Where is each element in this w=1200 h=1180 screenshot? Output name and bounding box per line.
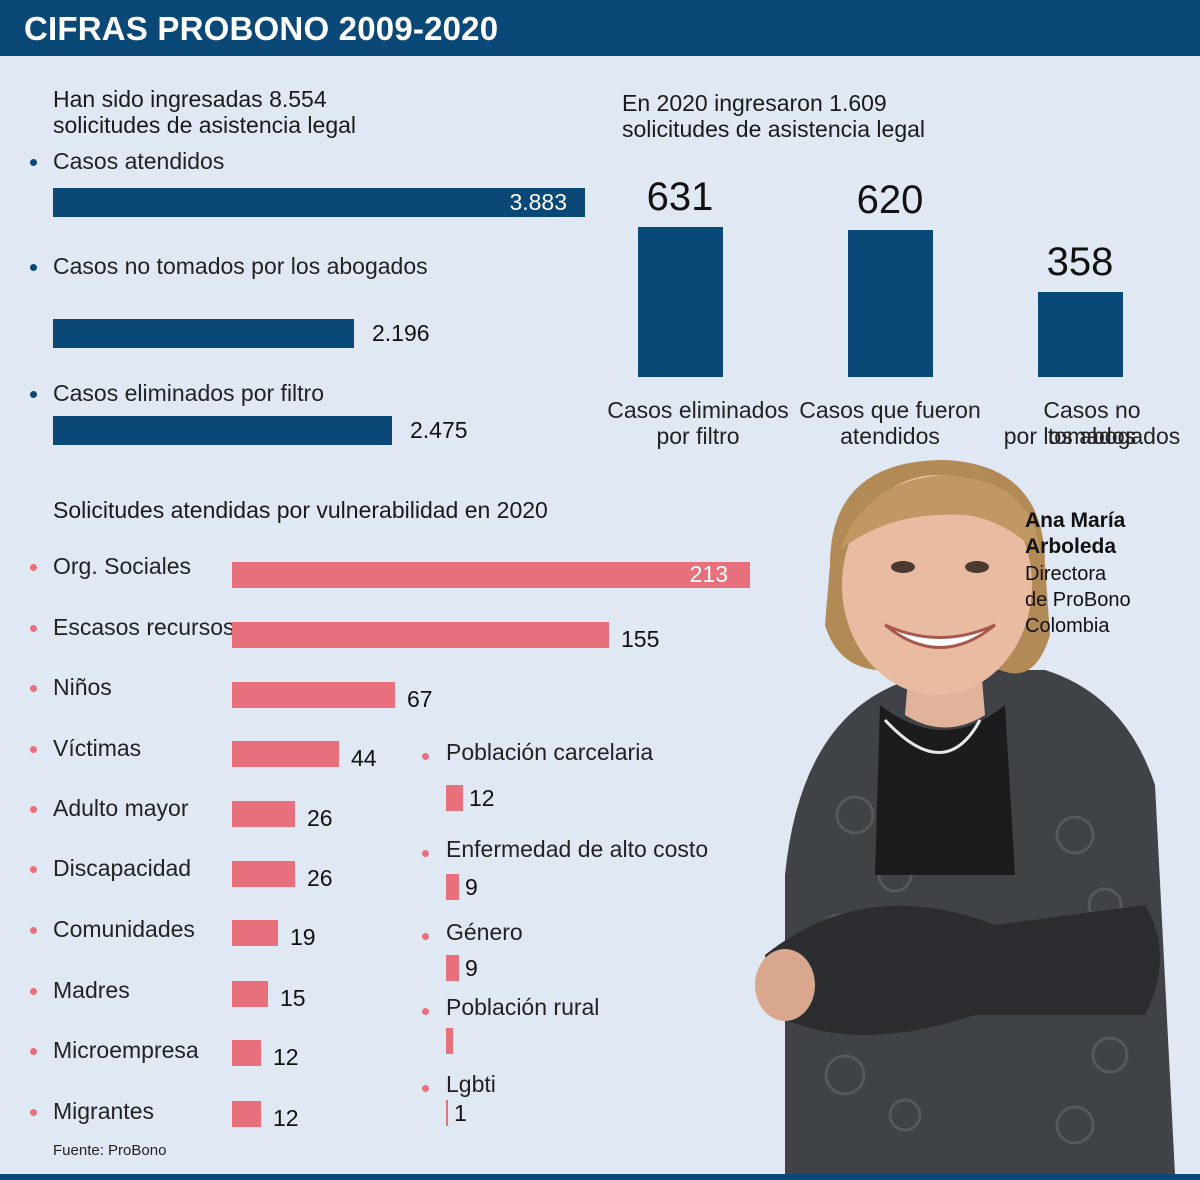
bar-category-label: Casos no tomados por los abogados — [53, 253, 428, 279]
person-role-line2: de ProBono — [1025, 589, 1131, 611]
director-portrait — [755, 460, 1175, 1175]
total-heading-line1: Han sido ingresadas 8.554 — [53, 86, 327, 112]
bar-category-label: atendidos — [840, 423, 940, 449]
bullet-marker — [30, 625, 37, 632]
bullet-marker — [30, 746, 37, 753]
bar — [232, 622, 609, 648]
bar-value-label: 358 — [1046, 240, 1114, 284]
source-note: Fuente: ProBono — [53, 1142, 167, 1159]
bar — [637, 227, 723, 377]
bar — [232, 741, 339, 767]
bar — [53, 319, 354, 348]
bar — [232, 801, 295, 827]
person-name-line1: Ana María — [1025, 509, 1126, 532]
bar — [232, 981, 268, 1007]
year2020-heading-line2: solicitudes de asistencia legal — [622, 116, 926, 142]
bar-category-label: Niños — [53, 674, 112, 700]
bar-category-label: Casos no tomados — [1043, 397, 1141, 449]
total-heading-line2: solicitudes de asistencia legal — [53, 112, 357, 138]
person-role-line1: Directora — [1025, 563, 1107, 585]
bullet-marker — [422, 1008, 429, 1015]
bar — [446, 1028, 453, 1054]
bar-value-label: 155 — [621, 626, 660, 652]
bottom-rule — [0, 1174, 1200, 1180]
bar-category-label: Org. Sociales — [53, 553, 192, 579]
bar-value-label: 12 — [273, 1105, 299, 1131]
bar-category-label: Discapacidad — [53, 855, 192, 881]
bullet-marker — [30, 564, 37, 571]
bar-value-label: 44 — [351, 745, 377, 771]
bar — [232, 682, 395, 708]
bullet-marker — [30, 927, 37, 934]
bar — [1037, 292, 1123, 377]
bar-value-label: 19 — [290, 924, 316, 950]
bullet-marker — [422, 1085, 429, 1092]
bar-category-label: Microempresa — [53, 1037, 199, 1063]
bar-value-label: 26 — [307, 865, 333, 891]
year2020-heading-line1: En 2020 ingresaron 1.609 — [622, 90, 887, 116]
bar-category-label: Casos que fueron — [799, 397, 981, 423]
bar — [446, 1100, 448, 1126]
bar — [847, 230, 933, 377]
bar-category-label: Género — [446, 919, 523, 945]
bar-value-label: 620 — [856, 178, 924, 222]
bar-category-label: Población rural — [446, 994, 600, 1020]
bar-value-label: 631 — [646, 175, 714, 219]
bullet-marker — [30, 159, 37, 166]
bar-value-label: 9 — [465, 955, 478, 981]
bullet-marker — [30, 1109, 37, 1116]
bar-category-label: Víctimas — [53, 735, 142, 761]
bar-value-label: 26 — [307, 805, 333, 831]
bullet-marker — [422, 850, 429, 857]
bar-value-label: 67 — [407, 686, 433, 712]
person-name-line2: Arboleda — [1025, 535, 1117, 558]
bar-category-label: Casos atendidos — [53, 148, 225, 174]
bar-value-label: 1 — [454, 1100, 467, 1126]
bar-value-label: 2.196 — [372, 320, 430, 346]
vulnerability-heading: Solicitudes atendidas por vulnerabilidad… — [53, 497, 548, 523]
bullet-marker — [30, 391, 37, 398]
bar-value-label: 15 — [280, 985, 306, 1011]
bar-value-label: 2.475 — [410, 417, 468, 443]
bar-value-label: 9 — [465, 874, 478, 900]
bullet-marker — [30, 866, 37, 873]
bar — [232, 861, 295, 887]
bullet-marker — [30, 685, 37, 692]
bullet-marker — [422, 753, 429, 760]
bar — [232, 1040, 261, 1066]
bullet-marker — [422, 933, 429, 940]
person-role-line3: Colombia — [1025, 615, 1110, 637]
bar — [446, 874, 459, 900]
bar-category-label: Lgbti — [446, 1071, 496, 1097]
bar-category-label: Migrantes — [53, 1098, 154, 1124]
bar — [232, 920, 278, 946]
bar-value-label: 213 — [689, 561, 728, 587]
bar-category-label: Casos eliminados — [607, 397, 789, 423]
bar — [446, 785, 463, 811]
bar-category-label: Población carcelaria — [446, 739, 654, 765]
bullet-marker — [30, 1048, 37, 1055]
bullet-marker — [30, 806, 37, 813]
bar-category-label: Enfermedad de alto costo — [446, 836, 709, 862]
bar-category-label: Adulto mayor — [53, 795, 189, 821]
bar-category-label: Madres — [53, 977, 130, 1003]
bar-value-label: 12 — [273, 1044, 299, 1070]
bar-category-label: por filtro — [656, 423, 740, 449]
page-title: CIFRAS PROBONO 2009-2020 — [24, 10, 499, 47]
bar — [53, 188, 585, 217]
bar — [53, 416, 392, 445]
bar-category-label: por los abogados — [1003, 423, 1181, 449]
bullet-marker — [30, 988, 37, 995]
bar — [446, 955, 459, 981]
bar-value-label: 12 — [469, 785, 495, 811]
bullet-marker — [30, 264, 37, 271]
bar-value-label: 3.883 — [509, 189, 567, 215]
bar-category-label: Comunidades — [53, 916, 195, 942]
bar — [232, 562, 750, 588]
bar — [232, 1101, 261, 1127]
bar-category-label: Escasos recursos — [53, 614, 235, 640]
bar-category-label: Casos eliminados por filtro — [53, 380, 325, 406]
header-banner: CIFRAS PROBONO 2009-2020 — [0, 0, 1200, 56]
